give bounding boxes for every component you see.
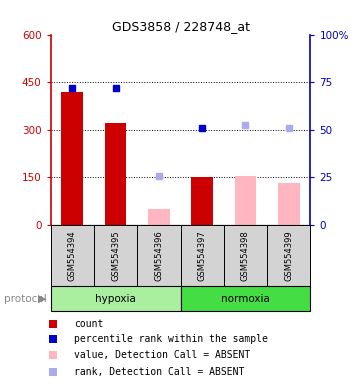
Bar	[180, 286, 310, 311]
Bar	[94, 225, 137, 286]
Text: count: count	[74, 319, 104, 329]
Text: GSM554399: GSM554399	[284, 230, 293, 281]
Bar	[278, 184, 300, 225]
Text: GSM554398: GSM554398	[241, 230, 250, 281]
Bar	[148, 209, 170, 225]
Bar	[137, 225, 180, 286]
Text: GSM554397: GSM554397	[198, 230, 206, 281]
Text: protocol: protocol	[4, 293, 46, 304]
Text: normoxia: normoxia	[221, 293, 270, 304]
Bar	[105, 123, 126, 225]
Bar	[191, 177, 213, 225]
Text: value, Detection Call = ABSENT: value, Detection Call = ABSENT	[74, 350, 251, 360]
Bar	[224, 225, 267, 286]
Bar	[235, 175, 256, 225]
Bar	[61, 92, 83, 225]
Text: percentile rank within the sample: percentile rank within the sample	[74, 334, 268, 344]
Bar	[180, 225, 224, 286]
Bar	[51, 286, 180, 311]
Text: rank, Detection Call = ABSENT: rank, Detection Call = ABSENT	[74, 367, 245, 377]
Text: GSM554394: GSM554394	[68, 230, 77, 281]
Bar	[267, 225, 310, 286]
Text: GSM554396: GSM554396	[155, 230, 163, 281]
Title: GDS3858 / 228748_at: GDS3858 / 228748_at	[112, 20, 249, 33]
Text: ▶: ▶	[38, 293, 47, 304]
Bar	[51, 225, 94, 286]
Text: GSM554395: GSM554395	[111, 230, 120, 281]
Text: hypoxia: hypoxia	[95, 293, 136, 304]
